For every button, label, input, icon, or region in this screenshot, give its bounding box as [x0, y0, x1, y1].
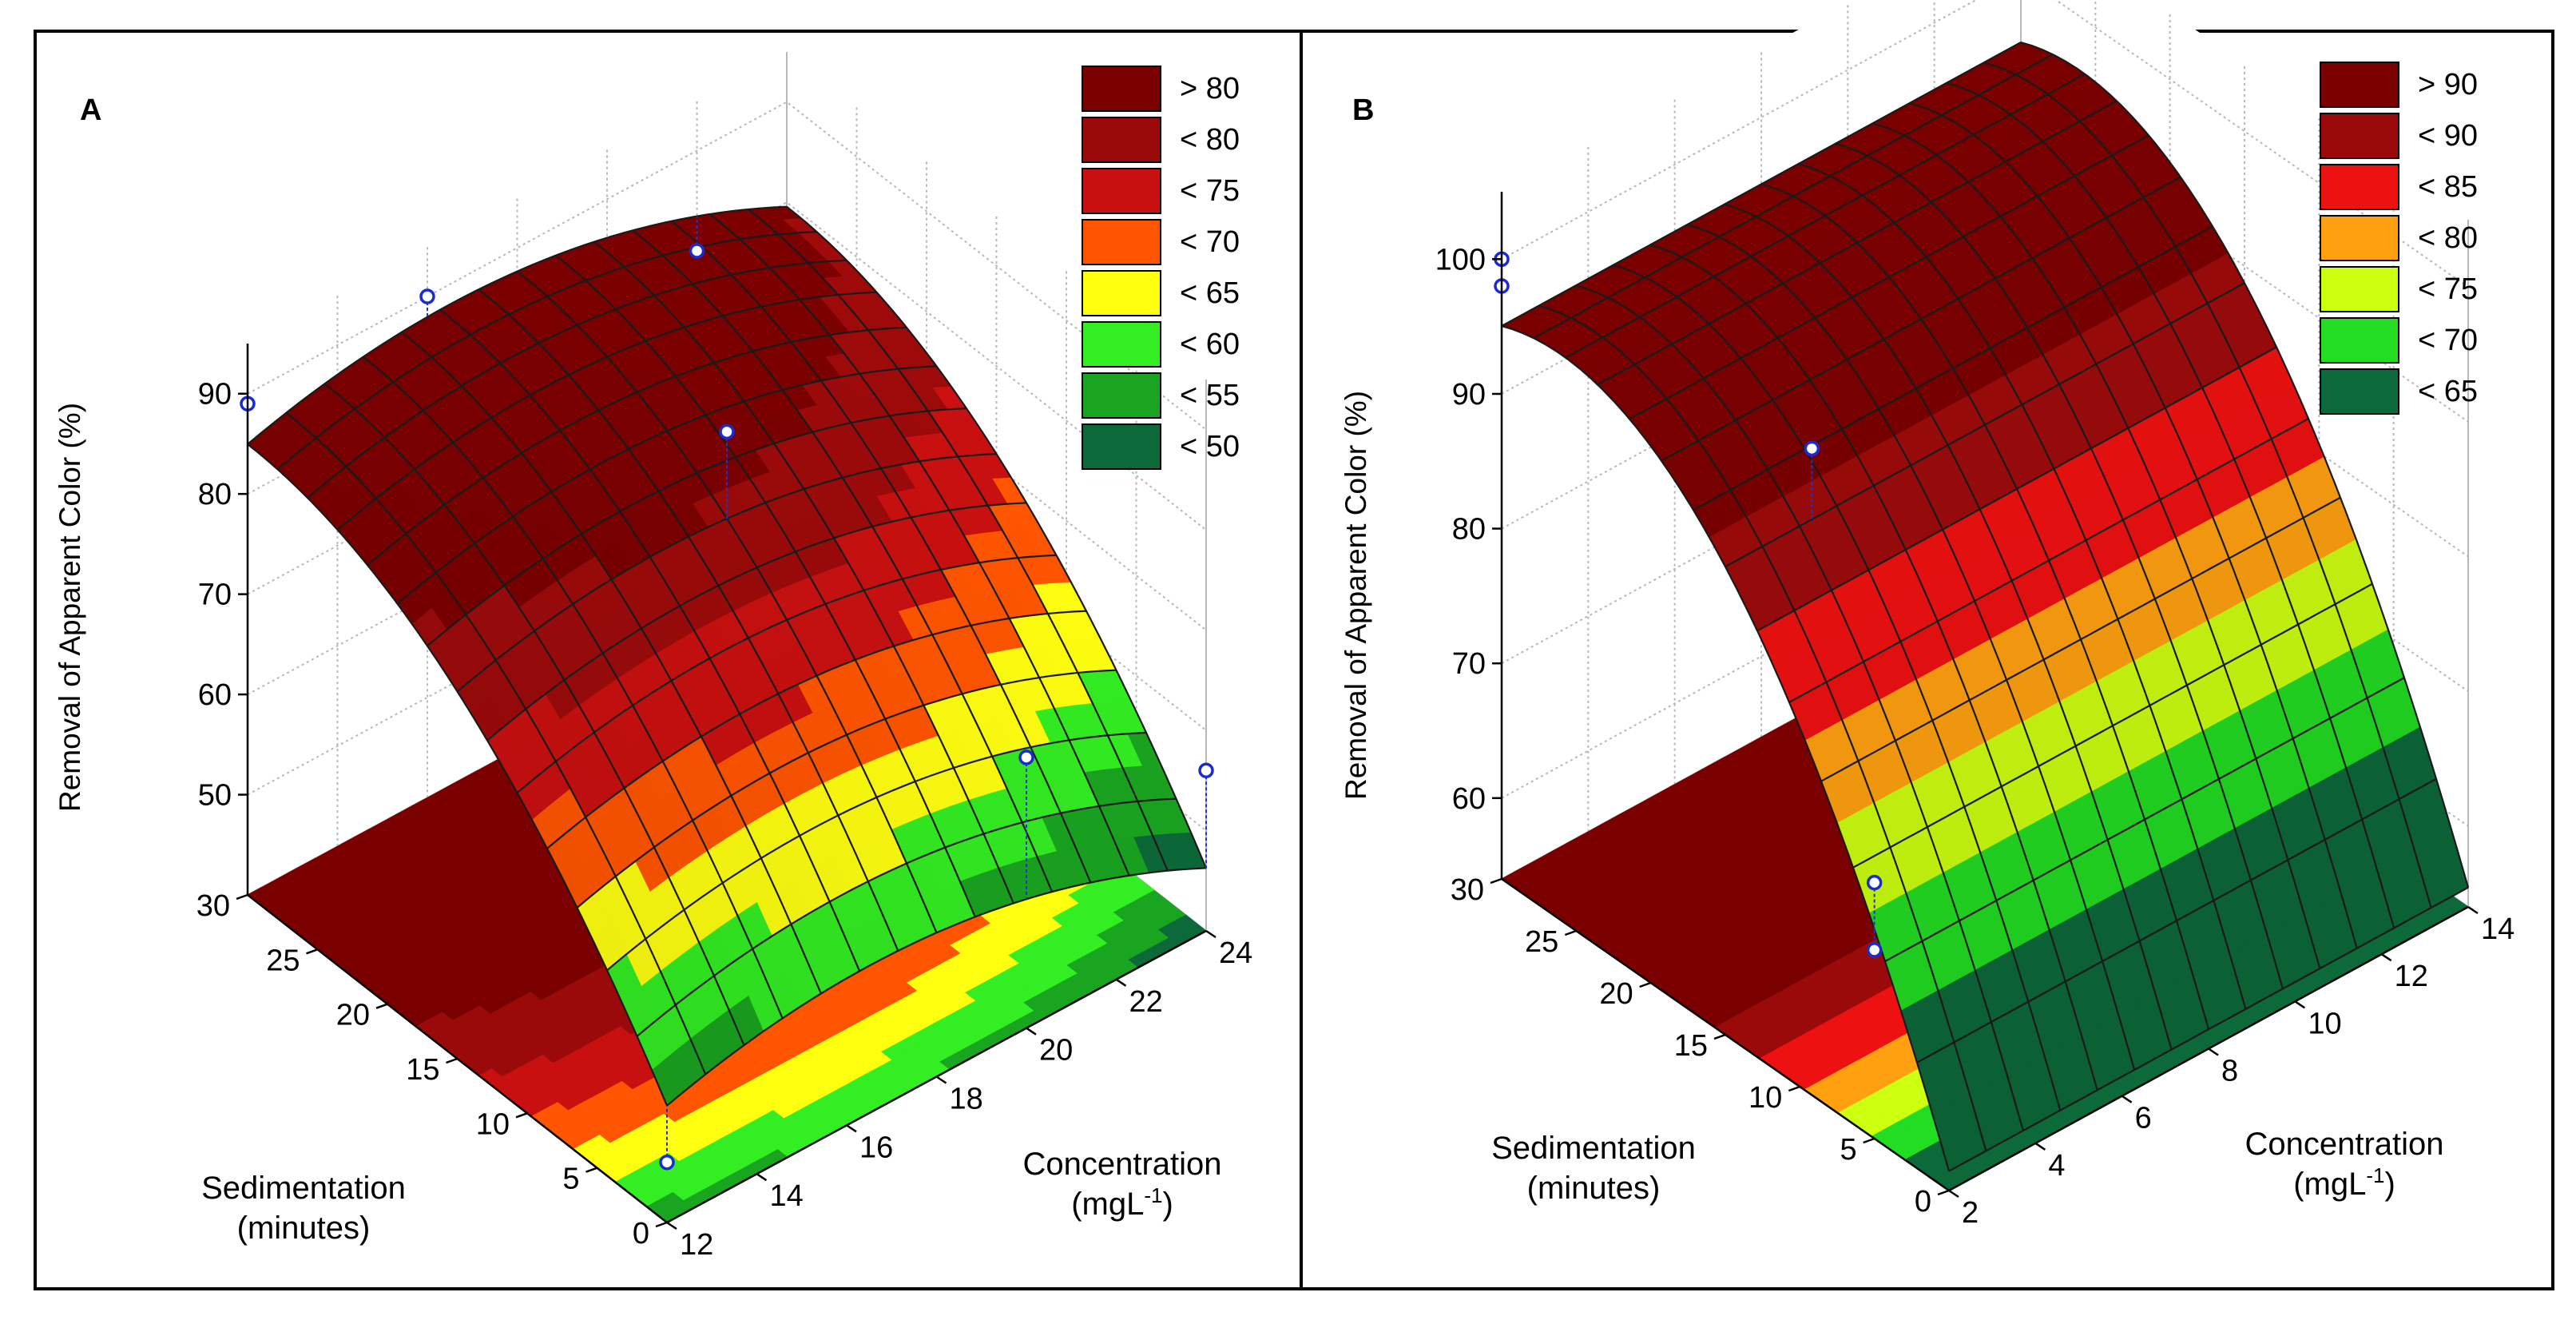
x-axis-unit-close: ) [1162, 1187, 1173, 1222]
legend-label: > 80 [1180, 72, 1240, 105]
z-tick-label: 60 [1452, 782, 1486, 816]
x-tick-label: 16 [859, 1131, 893, 1164]
y-tick-label: 25 [1525, 925, 1558, 959]
z-tick-label: 50 [198, 779, 232, 813]
y-tick-label: 10 [476, 1107, 510, 1141]
z-tick-label: 70 [198, 578, 232, 612]
z-gridline [247, 101, 1207, 431]
legend-swatch [1082, 321, 1161, 368]
legend-swatch [1082, 372, 1161, 419]
z-tick-label: 90 [198, 378, 232, 412]
y-tick-label: 30 [196, 889, 230, 923]
observed-point [689, 243, 705, 259]
z-gridline [247, 301, 1207, 631]
observed-point [1866, 874, 1883, 891]
legend-label: < 70 [1180, 225, 1240, 259]
x-tick-label: 22 [1129, 985, 1163, 1019]
legend-swatch [1082, 219, 1161, 265]
y-axis-title-line1: Sedimentation [201, 1171, 406, 1206]
x-tick-label: 18 [950, 1083, 983, 1116]
x-tick-label: 2 [1962, 1196, 1979, 1230]
x-axis-unit-exponent: -1 [1144, 1183, 1162, 1207]
z-tick-label: 70 [1452, 647, 1486, 681]
panel-label-a: A [80, 93, 101, 127]
legend-swatch [1082, 117, 1161, 163]
legend-label: < 55 [1180, 379, 1240, 412]
legend-label: < 50 [1180, 430, 1240, 463]
z-tick-label: 90 [1452, 378, 1486, 412]
legend-swatch [1082, 423, 1161, 470]
y-tick-label: 0 [1915, 1185, 1931, 1219]
z-tick-label: 80 [1452, 513, 1486, 547]
observed-point [659, 1154, 675, 1171]
x-axis-title-line1: Concentration [1022, 1147, 1221, 1182]
x-tick-label: 14 [770, 1179, 804, 1213]
legend-swatch [1082, 66, 1161, 112]
y-tick-label: 20 [336, 999, 370, 1032]
observed-point [719, 423, 735, 440]
observed-point [1018, 749, 1034, 765]
y-tick-label: 20 [1599, 977, 1633, 1011]
y-tick-label: 15 [1674, 1029, 1708, 1063]
panel-label-b: B [1352, 93, 1374, 127]
y-tick-label: 0 [633, 1217, 649, 1250]
y-axis-title-line2: (minutes) [237, 1211, 371, 1246]
legend-label: < 80 [1180, 123, 1240, 157]
observed-point [419, 288, 435, 304]
legend-label: < 60 [1180, 328, 1240, 361]
z-axis-title: Removal of Apparent Color (%) [54, 403, 86, 812]
z-tick-label: 80 [198, 478, 232, 511]
z-tick-label: 60 [198, 678, 232, 712]
observed-point [1866, 942, 1883, 958]
z-tick-label: 100 [1435, 243, 1486, 276]
y-tick-label: 15 [406, 1053, 439, 1087]
chart-panel-a: 50 60 70 80 90 0 5 10 15 20 25 30 12 14 16 18 20 22 24 Remo… [54, 52, 1252, 1262]
y-tick-label: 30 [1451, 873, 1484, 907]
observed-point [1804, 440, 1820, 457]
y-tick-label: 5 [562, 1163, 579, 1196]
z-gridline [247, 201, 1207, 531]
y-tick-label: 10 [1748, 1081, 1782, 1115]
y-tick-label: 5 [1840, 1133, 1857, 1167]
legend-label: < 65 [1180, 276, 1240, 310]
observed-point [1198, 762, 1214, 779]
x-tick-label: 12 [680, 1228, 713, 1262]
x-tick-label: 20 [1039, 1034, 1073, 1068]
legend-swatch [1082, 168, 1161, 214]
legend-label: < 75 [1180, 174, 1240, 208]
x-axis-unit: (mgL [1071, 1187, 1144, 1222]
x-tick-label: 24 [1219, 936, 1252, 970]
legend-swatch [1082, 270, 1161, 316]
y-tick-label: 25 [266, 944, 300, 977]
